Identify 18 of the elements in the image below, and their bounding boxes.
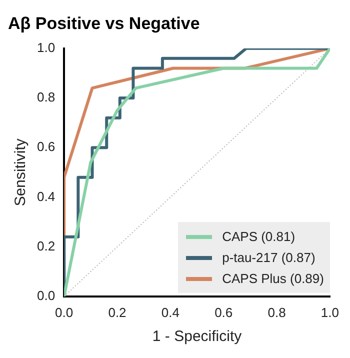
x-tick-label: 0.8 [268, 304, 286, 320]
legend-label: p-tau-217 (0.87) [222, 250, 316, 266]
legend-label: CAPS (0.81) [222, 229, 296, 244]
y-tick-label: 1.0 [36, 40, 56, 55]
x-tick-label: 0.2 [108, 304, 126, 320]
chart-title: Aβ Positive vs Negative [8, 14, 200, 33]
y-axis-title: Sensitivity [12, 138, 30, 206]
y-tick-label: 0.6 [36, 139, 56, 154]
legend-label: CAPS Plus (0.89) [222, 271, 324, 286]
y-tick-label: 0.0 [36, 288, 56, 303]
y-tick-label: 0.8 [36, 90, 56, 105]
x-tick-label: 0.0 [55, 304, 74, 320]
x-tick-label: 0.6 [214, 304, 233, 320]
x-tick-label: 0.4 [161, 304, 180, 320]
x-tick-label: 1.0 [320, 304, 340, 320]
x-axis-title: 1 - Specificity [152, 328, 242, 346]
y-tick-label: 0.2 [36, 238, 56, 254]
y-tick-label: 0.4 [36, 188, 56, 204]
